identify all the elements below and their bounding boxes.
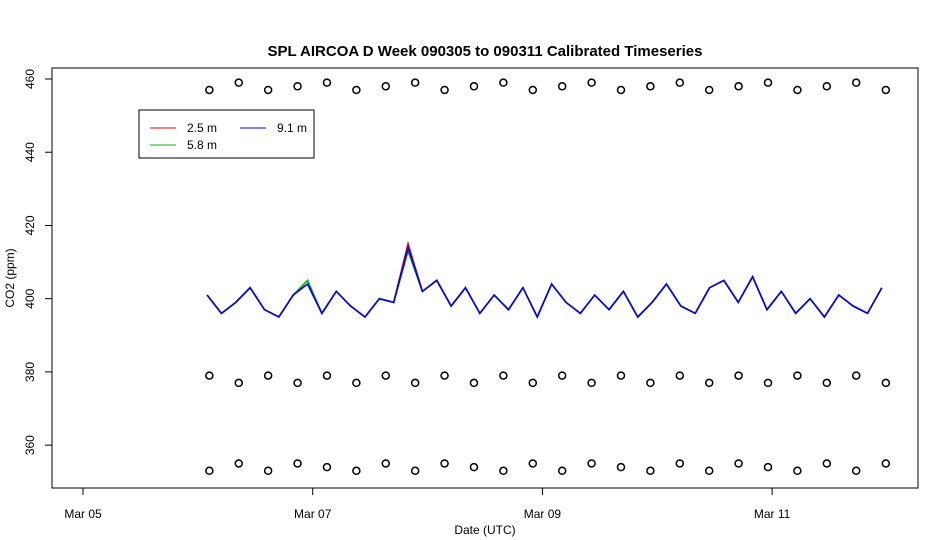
x-axis-label: Date (UTC) xyxy=(454,523,515,537)
calibration-point xyxy=(381,459,391,468)
x-tick-label: Mar 09 xyxy=(524,507,562,521)
calibration-point xyxy=(263,466,273,476)
calibration-point xyxy=(352,85,361,95)
calibration-point xyxy=(734,459,743,468)
calibration-point xyxy=(675,371,685,380)
calibration-point xyxy=(587,378,596,388)
calibration-point xyxy=(469,378,479,388)
calibration-point xyxy=(205,466,214,476)
calibration-point xyxy=(205,371,214,380)
calibration-point xyxy=(410,78,420,87)
calibration-point xyxy=(557,82,567,91)
calibration-point xyxy=(704,378,714,388)
calibration-point xyxy=(440,459,449,468)
calibration-point xyxy=(234,459,244,468)
calibration-point xyxy=(822,82,832,91)
calibration-point xyxy=(793,85,802,95)
calibration-point xyxy=(734,371,743,380)
calibration-point xyxy=(293,459,302,468)
calibration-point xyxy=(793,371,802,380)
y-axis-label: CO2 (ppm) xyxy=(3,248,17,307)
calibration-point xyxy=(646,466,655,476)
legend-box xyxy=(138,109,315,159)
calibration-point xyxy=(263,371,273,380)
calibration-point xyxy=(528,459,538,468)
calibration-point xyxy=(822,378,832,388)
calibration-point xyxy=(205,85,214,95)
calibration-point xyxy=(528,378,538,388)
calibration-point xyxy=(381,82,391,91)
chart-title: SPL AIRCOA D Week 090305 to 090311 Calib… xyxy=(268,43,703,60)
calibration-point xyxy=(763,462,773,472)
calibration-point xyxy=(234,378,244,388)
calibration-point xyxy=(499,371,508,380)
calibration-point xyxy=(704,466,714,476)
calibration-point xyxy=(675,459,685,468)
calibration-point xyxy=(793,466,802,476)
calibration-point xyxy=(234,78,244,87)
legend-label: 5.8 m xyxy=(187,138,217,152)
calibration-point xyxy=(616,85,626,95)
calibration-point xyxy=(851,78,861,87)
calibration-point xyxy=(322,78,332,87)
calibration-point xyxy=(734,82,743,91)
calibration-point xyxy=(881,459,891,468)
calibration-point xyxy=(528,85,538,95)
y-tick-label: 460 xyxy=(23,69,37,89)
x-tick-label: Mar 07 xyxy=(294,507,332,521)
calibration-point xyxy=(851,466,861,476)
calibration-point xyxy=(322,371,332,380)
calibration-point xyxy=(469,462,479,472)
calibration-point xyxy=(499,78,508,87)
y-tick-label: 380 xyxy=(23,362,37,382)
calibration-point xyxy=(881,378,891,388)
y-tick-label: 440 xyxy=(23,142,37,162)
y-tick-label: 420 xyxy=(23,215,37,235)
calibration-point xyxy=(322,462,332,472)
calibration-point xyxy=(469,82,479,91)
calibration-point xyxy=(675,78,685,87)
calibration-point xyxy=(704,85,714,95)
calibration-point xyxy=(352,378,361,388)
calibration-point xyxy=(851,371,861,380)
legend-label: 9.1 m xyxy=(277,121,307,135)
y-tick-label: 400 xyxy=(23,288,37,308)
x-tick-label: Mar 05 xyxy=(64,507,102,521)
calibration-point xyxy=(881,85,891,95)
calibration-point xyxy=(616,371,626,380)
calibration-point xyxy=(646,378,655,388)
calibration-point xyxy=(557,371,567,380)
calibration-point xyxy=(410,466,420,476)
calibration-point xyxy=(293,378,302,388)
x-tick-label: Mar 11 xyxy=(754,507,791,521)
calibration-point xyxy=(293,82,302,91)
calibration-point xyxy=(440,85,449,95)
calibration-point xyxy=(587,78,596,87)
calibration-point xyxy=(763,378,773,388)
calibration-point xyxy=(352,466,361,476)
calibration-point xyxy=(557,466,567,476)
legend-label: 2.5 m xyxy=(187,121,217,135)
calibration-point xyxy=(763,78,773,87)
calibration-point xyxy=(263,85,273,95)
y-tick-label: 360 xyxy=(23,435,37,455)
calibration-point xyxy=(587,459,596,468)
calibration-point xyxy=(410,378,420,388)
series-line xyxy=(206,244,883,319)
calibration-point xyxy=(440,371,449,380)
calibration-point xyxy=(822,459,832,468)
plot-frame xyxy=(51,67,919,489)
calibration-point xyxy=(616,462,626,472)
calibration-point xyxy=(381,371,391,380)
calibration-point xyxy=(499,466,508,476)
calibration-point xyxy=(646,82,655,91)
